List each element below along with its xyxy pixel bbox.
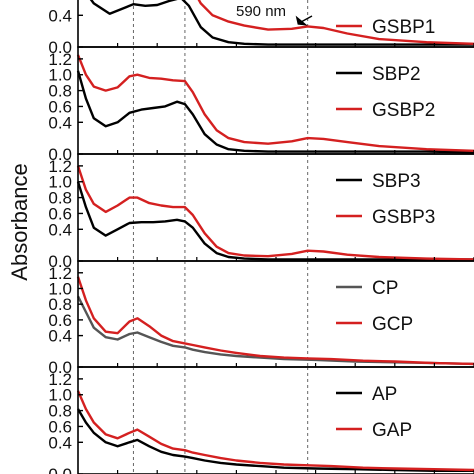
legend-label-gcp: GCP <box>372 314 413 335</box>
y-tick-label: 0.6 <box>48 311 72 330</box>
y-tick-label: 0.6 <box>48 417 72 436</box>
y-tick-label: 0.0 <box>48 252 72 271</box>
y-tick-label: 0.0 <box>48 358 72 377</box>
panel-2: 0.0 0.40.60.81.01.2 SBP2 GSBP2 <box>48 46 474 164</box>
y-tick-label: 0.8 <box>48 82 72 101</box>
legend-label-sbp3: SBP3 <box>372 171 421 192</box>
series-gcp <box>76 276 474 366</box>
y-tick-label: 1.2 <box>48 50 72 69</box>
panel-5: 0.0 0.40.60.81.01.2 AP GAP <box>48 366 474 474</box>
annotation-arrow-head <box>295 15 308 26</box>
y-axis-label: Absorbance <box>7 163 32 280</box>
panel-4: 0.0 0.40.60.81.01.2 CP GCP <box>48 260 474 377</box>
y-tick-label: 0.4 <box>48 327 72 346</box>
annotation-arrow-line <box>301 15 313 23</box>
series-cp <box>76 295 474 366</box>
y-tick-label: 0.8 <box>48 402 72 421</box>
y-tick-label: 0.8 <box>48 189 72 208</box>
y-tick-label: 0.0 <box>48 145 72 164</box>
y-tick-label: 1.0 <box>48 279 72 298</box>
y-tick-label: 0.4 <box>48 6 72 25</box>
series-ap <box>76 408 474 472</box>
y-tick-label: 0.0 <box>48 38 72 57</box>
legend-label-cp: CP <box>372 278 398 299</box>
legend-label-gsbp2: GSBP2 <box>372 100 435 121</box>
y-tick-label: 0.0 <box>48 465 72 474</box>
y-tick-label: 0.4 <box>48 433 72 452</box>
y-tick-label: 0.6 <box>48 97 72 116</box>
series-gap <box>76 390 474 472</box>
series-sbp1 <box>89 0 474 46</box>
panel-frame <box>77 260 474 368</box>
y-tick-label: 1.0 <box>48 386 72 405</box>
legend-label-gap: GAP <box>372 420 412 441</box>
y-tick-label: 0.8 <box>48 295 72 314</box>
y-tick-label: 1.2 <box>48 264 72 283</box>
panel-frame <box>77 366 474 474</box>
legend-label-gsbp1: GSBP1 <box>372 17 435 38</box>
y-tick-label: 1.0 <box>48 66 72 85</box>
y-tick-label: 0.4 <box>48 220 72 239</box>
y-tick-label: 1.2 <box>48 370 72 389</box>
series-gsbp1 <box>197 0 474 45</box>
series-gsbp3 <box>76 165 474 261</box>
legend-label-gsbp3: GSBP3 <box>372 207 435 228</box>
y-tick-label: 0.6 <box>48 204 72 223</box>
panels-group: 0.00.4GSBP10.00.40.60.81.01.2SBP2GSBP20.… <box>48 0 474 474</box>
y-tick-label: 0.4 <box>48 113 72 132</box>
legend-label-ap: AP <box>372 384 397 405</box>
legend-label-sbp2: SBP2 <box>372 64 421 85</box>
y-tick-label: 1.2 <box>48 157 72 176</box>
series-gsbp2 <box>76 54 474 152</box>
panel-3: 0.0 0.40.60.81.01.2 SBP3 GSBP3 <box>48 153 474 271</box>
annotation-590nm: 590 nm <box>236 3 286 20</box>
y-tick-label: 1.0 <box>48 173 72 192</box>
